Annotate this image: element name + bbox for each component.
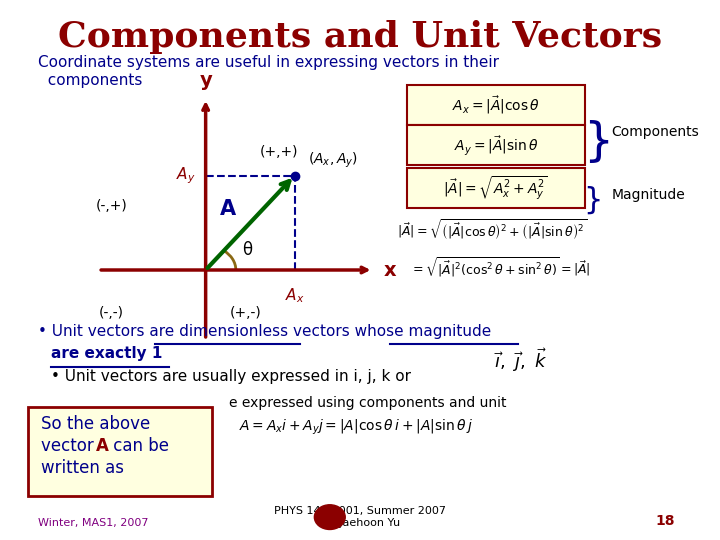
Text: PHYS 1443-001, Summer 2007
Dr. Jaehoon Yu: PHYS 1443-001, Summer 2007 Dr. Jaehoon Y…: [274, 507, 446, 528]
Text: $A_y = |\vec{A}|\sin\theta$: $A_y = |\vec{A}|\sin\theta$: [454, 133, 538, 157]
Text: $(A_x, A_y)$: $(A_x, A_y)$: [308, 151, 358, 170]
Text: • Unit vectors are usually expressed in i, j, k or: • Unit vectors are usually expressed in …: [51, 369, 411, 384]
FancyBboxPatch shape: [407, 85, 585, 125]
Text: A: A: [220, 199, 235, 219]
Text: Winter, MAS1, 2007: Winter, MAS1, 2007: [38, 518, 148, 528]
Text: }: }: [583, 186, 603, 215]
Text: $= \sqrt{|\vec{A}|^2\left(\cos^2\theta + \sin^2\theta\right)} = |\vec{A}|$: $= \sqrt{|\vec{A}|^2\left(\cos^2\theta +…: [410, 255, 590, 279]
Text: Coordinate systems are useful in expressing vectors in their
  components: Coordinate systems are useful in express…: [38, 55, 499, 87]
FancyBboxPatch shape: [407, 168, 585, 208]
Text: can be: can be: [108, 436, 168, 455]
Text: written as: written as: [41, 459, 125, 477]
Text: Magnitude: Magnitude: [612, 188, 685, 202]
Text: (+,-): (+,-): [230, 306, 262, 320]
Text: $|\vec{A}| = \sqrt{\left(|\vec{A}|\cos\theta\right)^2 + \left(|\vec{A}|\sin\thet: $|\vec{A}| = \sqrt{\left(|\vec{A}|\cos\t…: [397, 218, 588, 242]
Text: Components: Components: [612, 125, 699, 139]
Circle shape: [315, 505, 345, 530]
Text: $A_x$: $A_x$: [284, 286, 305, 305]
Text: e expressed using components and unit: e expressed using components and unit: [229, 396, 507, 410]
Text: (-,+): (-,+): [96, 199, 127, 213]
Text: }: }: [583, 119, 613, 165]
Text: y: y: [199, 71, 212, 90]
FancyBboxPatch shape: [407, 125, 585, 165]
Text: Components and Unit Vectors: Components and Unit Vectors: [58, 20, 662, 54]
Text: 18: 18: [656, 514, 675, 528]
FancyBboxPatch shape: [28, 407, 212, 496]
Text: $A_x = |\vec{A}|\cos\theta$: $A_x = |\vec{A}|\cos\theta$: [452, 94, 540, 116]
Text: • Unit vectors are dimensionless vectors whose magnitude: • Unit vectors are dimensionless vectors…: [38, 323, 491, 339]
Text: (+,+): (+,+): [260, 145, 299, 159]
Text: $|\vec{A}| = \sqrt{A_x^2 + A_y^2}$: $|\vec{A}| = \sqrt{A_x^2 + A_y^2}$: [444, 174, 549, 201]
Text: x: x: [384, 260, 396, 280]
Text: So the above: So the above: [41, 415, 150, 433]
Text: $\vec{\imath},\ \vec{\jmath},\ \vec{k}$: $\vec{\imath},\ \vec{\jmath},\ \vec{k}$: [494, 346, 548, 374]
Text: are exactly 1: are exactly 1: [51, 346, 163, 361]
Text: $A_y$: $A_y$: [176, 165, 196, 186]
Text: A: A: [96, 436, 109, 455]
Text: θ: θ: [243, 241, 253, 259]
Text: vector: vector: [41, 436, 99, 455]
Text: $A = A_x i + A_y j = |A|\cos\theta\, i + |A|\sin\theta\, j$: $A = A_x i + A_y j = |A|\cos\theta\, i +…: [239, 418, 473, 437]
Text: (-,-): (-,-): [99, 306, 124, 320]
